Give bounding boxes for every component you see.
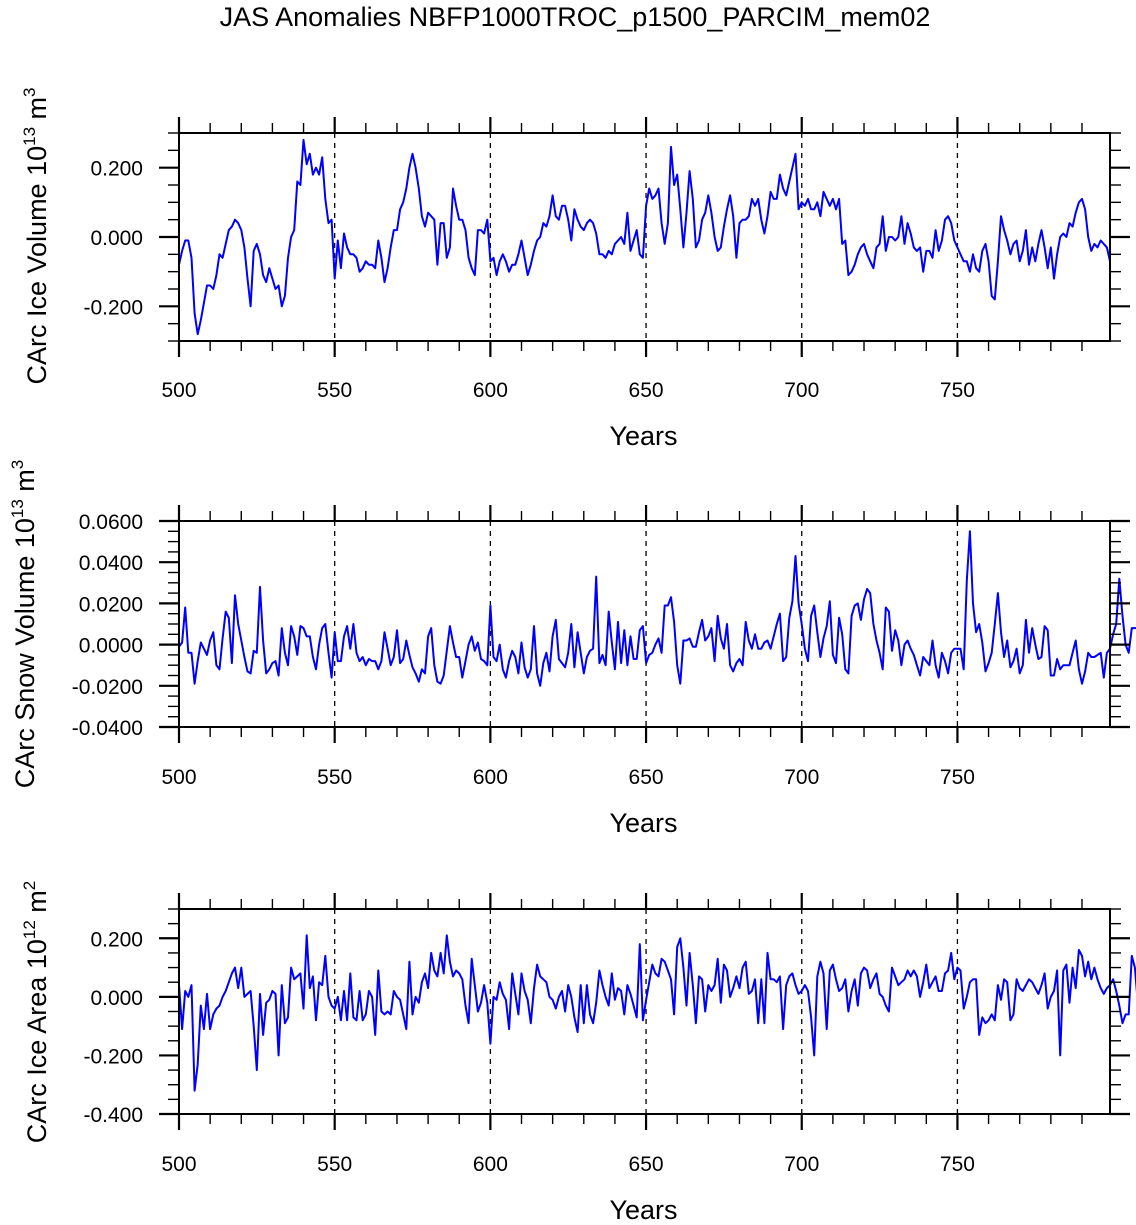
x-tick-label: 550 [317,379,352,402]
x-tick-label: 750 [940,1153,975,1176]
x-tick-label: 750 [940,379,975,402]
y-tick-label: 0.0600 [79,511,143,534]
x-axis-title: Years [609,421,677,451]
x-tick-label: 650 [629,1153,664,1176]
y-tick-label: 0.000 [90,987,143,1010]
panel-ice-area: 500 550 600 650 700 750 0.200 0.000 -0.200 -0.400… [20,881,1136,1225]
x-axis-title: Years [609,1195,677,1225]
data-line-snow-volume [178,530,1136,687]
y-tick-label: 0.0000 [79,635,143,658]
x-tick-label: 550 [317,1153,352,1176]
x-axis-title: Years [609,808,677,838]
y-tick-label: -0.0400 [72,717,143,740]
x-tick-label: 600 [473,766,508,789]
y-tick-label: 0.0200 [79,593,143,616]
y-tick-label: -0.200 [83,1045,143,1068]
y-tick-label: 0.200 [90,158,143,181]
y-tick-label: -0.400 [83,1104,143,1127]
x-tick-label: 700 [784,379,819,402]
x-tick-label: 700 [784,766,819,789]
x-tick-label: 500 [161,766,196,789]
x-tick-label: 700 [784,1153,819,1176]
x-tick-label: 600 [473,1153,508,1176]
panel-snow-volume: 500 550 600 650 700 750 0.0600 0.0400 0.0200 0.00… [8,460,1136,838]
y-axis-title: CArc Ice Volume 1013 m3 [20,87,52,384]
chart-title: JAS Anomalies NBFP1000TROC_p1500_PARCIM_… [219,2,931,32]
x-tick-label: 500 [161,1153,196,1176]
data-line-ice-area [178,934,1136,1092]
x-tick-label: 650 [629,379,664,402]
data-line-ice-volume [178,138,1111,336]
y-tick-label: 0.200 [90,928,143,951]
x-tick-label: 750 [940,766,975,789]
y-tick-label: 0.000 [90,227,143,250]
y-axis-title: CArc Snow Volume 1013 m3 [8,460,40,789]
x-tick-label: 650 [629,766,664,789]
y-tick-label: -0.200 [83,296,143,319]
x-tick-label: 600 [473,379,508,402]
y-axis-title: CArc Ice Area 1012 m2 [20,881,52,1144]
x-tick-label: 550 [317,766,352,789]
x-tick-label: 500 [161,379,196,402]
panel-ice-volume: 500 550 600 650 700 750 0.200 0.000 -0.200 Years C… [20,87,1130,451]
y-tick-label: -0.0200 [72,676,143,699]
y-tick-label: 0.0400 [79,552,143,575]
